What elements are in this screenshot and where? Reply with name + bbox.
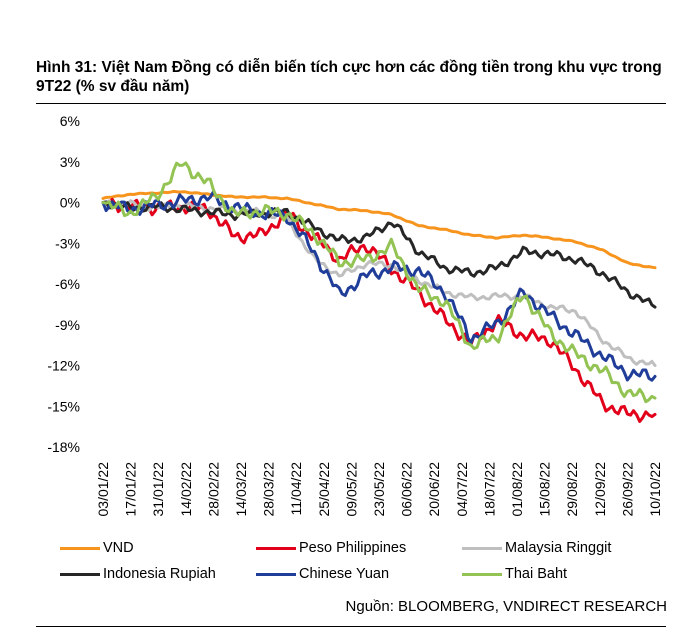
x-tick-label: 14/03/22 bbox=[233, 462, 249, 517]
x-tick-label: 10/10/22 bbox=[647, 462, 663, 517]
legend-swatch bbox=[462, 546, 502, 550]
y-tick-label: -18% bbox=[47, 439, 80, 455]
x-tick-label: 28/02/22 bbox=[205, 462, 221, 517]
x-tick-label: 29/08/22 bbox=[564, 462, 580, 517]
legend-item: Malaysia Ringgit bbox=[462, 540, 611, 556]
series-line-thai-baht bbox=[101, 161, 657, 404]
legend-swatch bbox=[60, 572, 100, 576]
legend-label: Chinese Yuan bbox=[299, 566, 390, 582]
series-line-vnd bbox=[101, 189, 657, 270]
legend-swatch bbox=[256, 546, 296, 550]
x-tick-label: 20/06/22 bbox=[426, 462, 442, 517]
chart-legend: VND Peso Philippines Malaysia Ringgit Indon… bbox=[60, 540, 660, 590]
y-tick-label: 0% bbox=[60, 195, 80, 211]
x-tick-label: 14/02/22 bbox=[178, 462, 194, 517]
figure-title: Hình 31: Việt Nam Đồng có diễn biến tích… bbox=[36, 59, 662, 95]
x-tick-label: 25/04/22 bbox=[316, 462, 332, 517]
legend-label: VND bbox=[103, 540, 134, 556]
x-tick-label: 26/09/22 bbox=[619, 462, 635, 517]
legend-item: Chinese Yuan bbox=[256, 566, 389, 582]
y-tick-label: 3% bbox=[60, 154, 80, 170]
x-tick-label: 15/08/22 bbox=[537, 462, 553, 517]
legend-item: Indonesia Rupiah bbox=[60, 566, 216, 582]
y-tick-label: -3% bbox=[55, 235, 80, 251]
y-tick-label: -6% bbox=[55, 276, 80, 292]
x-tick-label: 12/09/22 bbox=[592, 462, 608, 517]
x-tick-label: 17/01/22 bbox=[123, 462, 139, 517]
legend-label: Peso Philippines bbox=[299, 540, 407, 556]
x-tick-label: 09/05/22 bbox=[343, 462, 359, 517]
legend-label: Thai Baht bbox=[505, 566, 568, 582]
legend-item: Thai Baht bbox=[462, 566, 567, 582]
legend-item: Peso Philippines bbox=[256, 540, 406, 556]
x-tick-label: 01/08/22 bbox=[509, 462, 525, 517]
legend-label: Malaysia Ringgit bbox=[505, 540, 612, 556]
legend-swatch bbox=[60, 546, 100, 550]
line-chart: 6% 3% 0% -3% -6% -9% -12% -15% -18% 03/01/22 17/01… bbox=[47, 113, 663, 517]
x-tick-label: 31/01/22 bbox=[150, 462, 166, 517]
bottom-rule bbox=[36, 626, 666, 627]
x-tick-label: 23/05/22 bbox=[371, 462, 387, 517]
legend-label: Indonesia Rupiah bbox=[103, 566, 216, 582]
legend-swatch bbox=[462, 572, 502, 576]
x-tick-label: 11/04/22 bbox=[288, 462, 304, 516]
legend-swatch bbox=[256, 572, 296, 576]
source-note: Nguồn: BLOOMBERG, VNDIRECT RESEARCH bbox=[345, 598, 667, 615]
x-tick-label: 28/03/22 bbox=[261, 462, 277, 517]
series-line-indonesia-rupiah bbox=[101, 200, 657, 309]
legend-item: VND bbox=[60, 540, 134, 556]
x-tick-label: 06/06/22 bbox=[399, 462, 415, 517]
x-tick-label: 18/07/22 bbox=[481, 462, 497, 517]
y-tick-label: -12% bbox=[47, 358, 80, 374]
y-tick-label: 6% bbox=[60, 113, 80, 129]
y-tick-label: -15% bbox=[47, 398, 80, 414]
series-line-malaysia-ringgit bbox=[101, 199, 657, 367]
x-tick-label: 03/01/22 bbox=[95, 462, 111, 517]
y-tick-label: -9% bbox=[55, 317, 80, 333]
series-line-chinese-yuan bbox=[101, 190, 657, 382]
x-tick-label: 04/07/22 bbox=[454, 462, 470, 517]
top-rule bbox=[36, 103, 666, 104]
